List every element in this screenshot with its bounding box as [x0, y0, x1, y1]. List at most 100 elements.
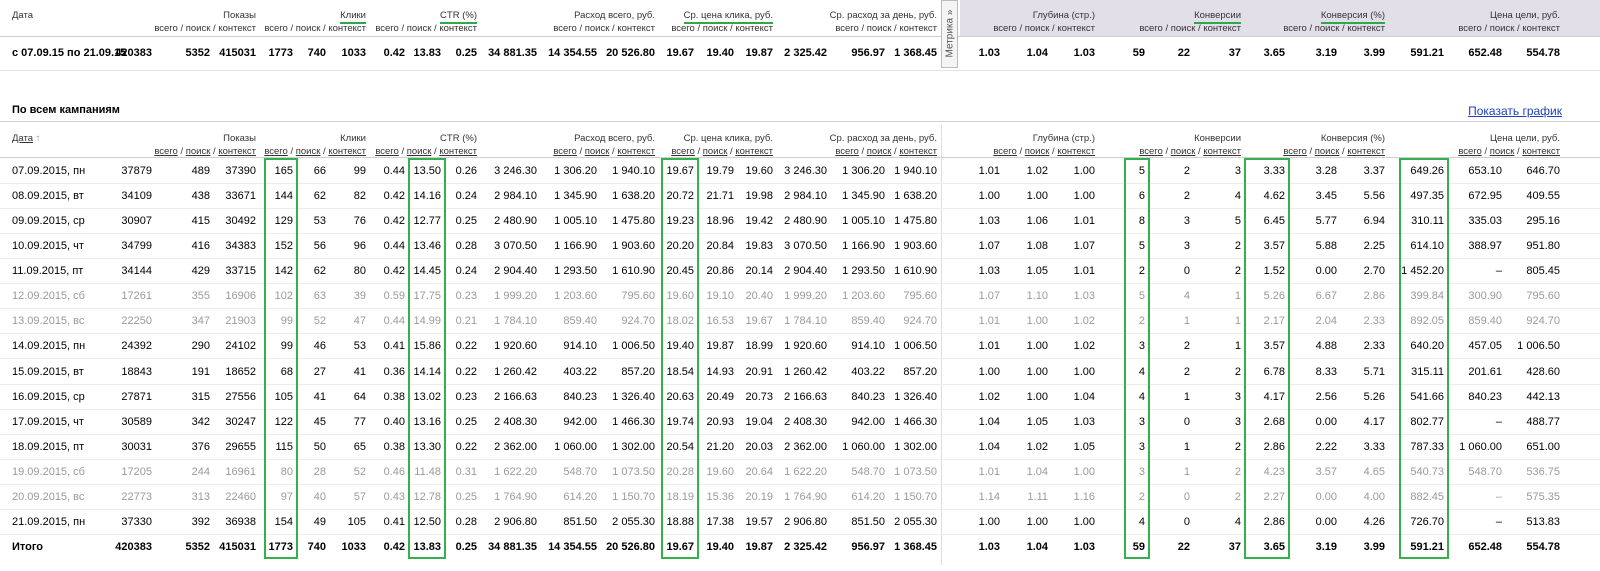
separator: /: [398, 146, 407, 157]
table-cell: 1.01: [1073, 215, 1095, 228]
metrika-button[interactable]: Метрика »: [941, 0, 958, 68]
sub-label[interactable]: всего: [553, 146, 577, 157]
table-cell: –: [1495, 265, 1502, 278]
table-cell: 3.57: [1263, 240, 1285, 253]
table-cell: 4: [1138, 365, 1145, 378]
table-cell: 122: [274, 415, 293, 428]
sub-label[interactable]: контекст: [328, 146, 366, 157]
sub-label[interactable]: контекст: [735, 146, 773, 157]
table-cell: 99: [280, 340, 293, 353]
table-cell: 1.00: [1073, 515, 1095, 528]
sub-label[interactable]: всего: [1458, 146, 1482, 157]
sub-label[interactable]: поиск: [185, 146, 211, 157]
table-cell: 0.21: [455, 315, 477, 328]
table-cell: 0.22: [455, 440, 477, 453]
table-cell: 0: [1183, 265, 1190, 278]
sub-label[interactable]: контекст: [218, 146, 256, 157]
table-cell: 45: [313, 415, 326, 428]
table-cell: 1 452.20: [1401, 265, 1444, 278]
sub-label[interactable]: всего: [264, 146, 288, 157]
table-cell: 1 150.70: [612, 490, 655, 503]
separator: /: [1514, 23, 1523, 34]
column-sub-labels: всего / поиск / контекст: [573, 146, 773, 158]
table-cell: 1 999.20: [784, 290, 827, 303]
table-cell: 20.19: [745, 490, 773, 503]
table-cell: 3 246.30: [784, 165, 827, 177]
table-cell: 1 764.90: [784, 490, 827, 503]
column-title-text: Цена цели, руб.: [1489, 133, 1560, 144]
sub-label[interactable]: поиск: [406, 146, 432, 157]
separator: /: [1162, 146, 1171, 157]
table-cell: 46: [313, 340, 326, 353]
table-cell: 2 984.10: [784, 190, 827, 203]
sub-label[interactable]: контекст: [1522, 146, 1560, 157]
table-cell: 1.04: [1026, 541, 1048, 554]
sub-label[interactable]: поиск: [1489, 146, 1515, 157]
column-title: Конверсии: [1041, 10, 1241, 24]
sub-label[interactable]: всего: [375, 146, 399, 157]
table-cell: 3 070.50: [494, 240, 537, 253]
table-cell: 1 293.50: [554, 265, 597, 278]
sub-label: контекст: [1347, 23, 1385, 34]
table-cell: 13.83: [413, 47, 441, 59]
table-cell: 41: [353, 365, 366, 378]
table-cell: 19.04: [745, 415, 773, 428]
sub-label[interactable]: всего: [993, 146, 1017, 157]
table-cell: 1.00: [1073, 190, 1095, 203]
show-chart-link[interactable]: Показать график: [1468, 104, 1562, 118]
table-cell: 1.00: [1026, 315, 1048, 328]
table-cell: 1.00: [1026, 340, 1048, 353]
column-title: Показы: [56, 10, 256, 22]
table-cell: 17.38: [706, 515, 734, 528]
sub-label[interactable]: поиск: [295, 146, 321, 157]
sub-label[interactable]: поиск: [702, 146, 728, 157]
table-cell: 15.36: [706, 490, 734, 503]
sub-label[interactable]: всего: [835, 146, 859, 157]
table-cell: 30031: [121, 440, 152, 453]
sub-label[interactable]: контекст: [899, 146, 937, 157]
table-cell: 27871: [121, 390, 152, 403]
sub-label[interactable]: контекст: [617, 146, 655, 157]
table-cell: 6: [1138, 190, 1145, 203]
sub-label[interactable]: поиск: [1024, 146, 1050, 157]
table-cell: 66: [313, 165, 326, 177]
sub-label[interactable]: контекст: [439, 146, 477, 157]
separator: /: [287, 146, 296, 157]
table-cell: 0.24: [455, 190, 477, 203]
table-cell: 2 362.00: [494, 440, 537, 453]
table-cell: 34 881.35: [488, 47, 537, 59]
column-title: Ср. расход за день, руб.: [737, 10, 937, 22]
sub-label[interactable]: контекст: [1057, 146, 1095, 157]
table-cell: 99: [280, 315, 293, 328]
table-cell: 1 638.20: [612, 190, 655, 203]
sub-label[interactable]: поиск: [1170, 146, 1196, 157]
sub-label[interactable]: поиск: [866, 146, 892, 157]
sub-label[interactable]: всего: [671, 146, 695, 157]
table-cell: 2.33: [1363, 340, 1385, 353]
divider: [0, 70, 1600, 71]
column-sub-labels: всего / поиск / контекст: [737, 23, 937, 35]
highlight-box: [408, 158, 446, 559]
table-cell: 3.33: [1263, 165, 1285, 177]
sub-label[interactable]: всего: [154, 146, 178, 157]
sub-label[interactable]: поиск: [1314, 146, 1340, 157]
table-cell: 1.03: [1073, 290, 1095, 303]
table-cell: 1: [1183, 315, 1190, 328]
table-cell: 21.20: [706, 440, 734, 453]
table-cell: 489: [191, 165, 210, 177]
table-cell: 2.86: [1263, 440, 1285, 453]
table-cell: 541.66: [1410, 390, 1444, 403]
date-header: Дата ↑: [12, 133, 40, 144]
table-cell: 19.40: [706, 47, 734, 59]
sub-label: всего: [1139, 23, 1163, 34]
sub-label[interactable]: всего: [1283, 146, 1307, 157]
table-cell: 2: [1234, 265, 1241, 278]
sub-label[interactable]: контекст: [1203, 146, 1241, 157]
table-cell: 19.57: [745, 515, 773, 528]
date-sort-link[interactable]: Дата: [12, 133, 34, 144]
table-cell: 924.70: [1526, 315, 1560, 328]
sub-label[interactable]: всего: [1139, 146, 1163, 157]
row-divider: [0, 384, 1600, 385]
sub-label[interactable]: поиск: [584, 146, 610, 157]
sub-label[interactable]: контекст: [1347, 146, 1385, 157]
